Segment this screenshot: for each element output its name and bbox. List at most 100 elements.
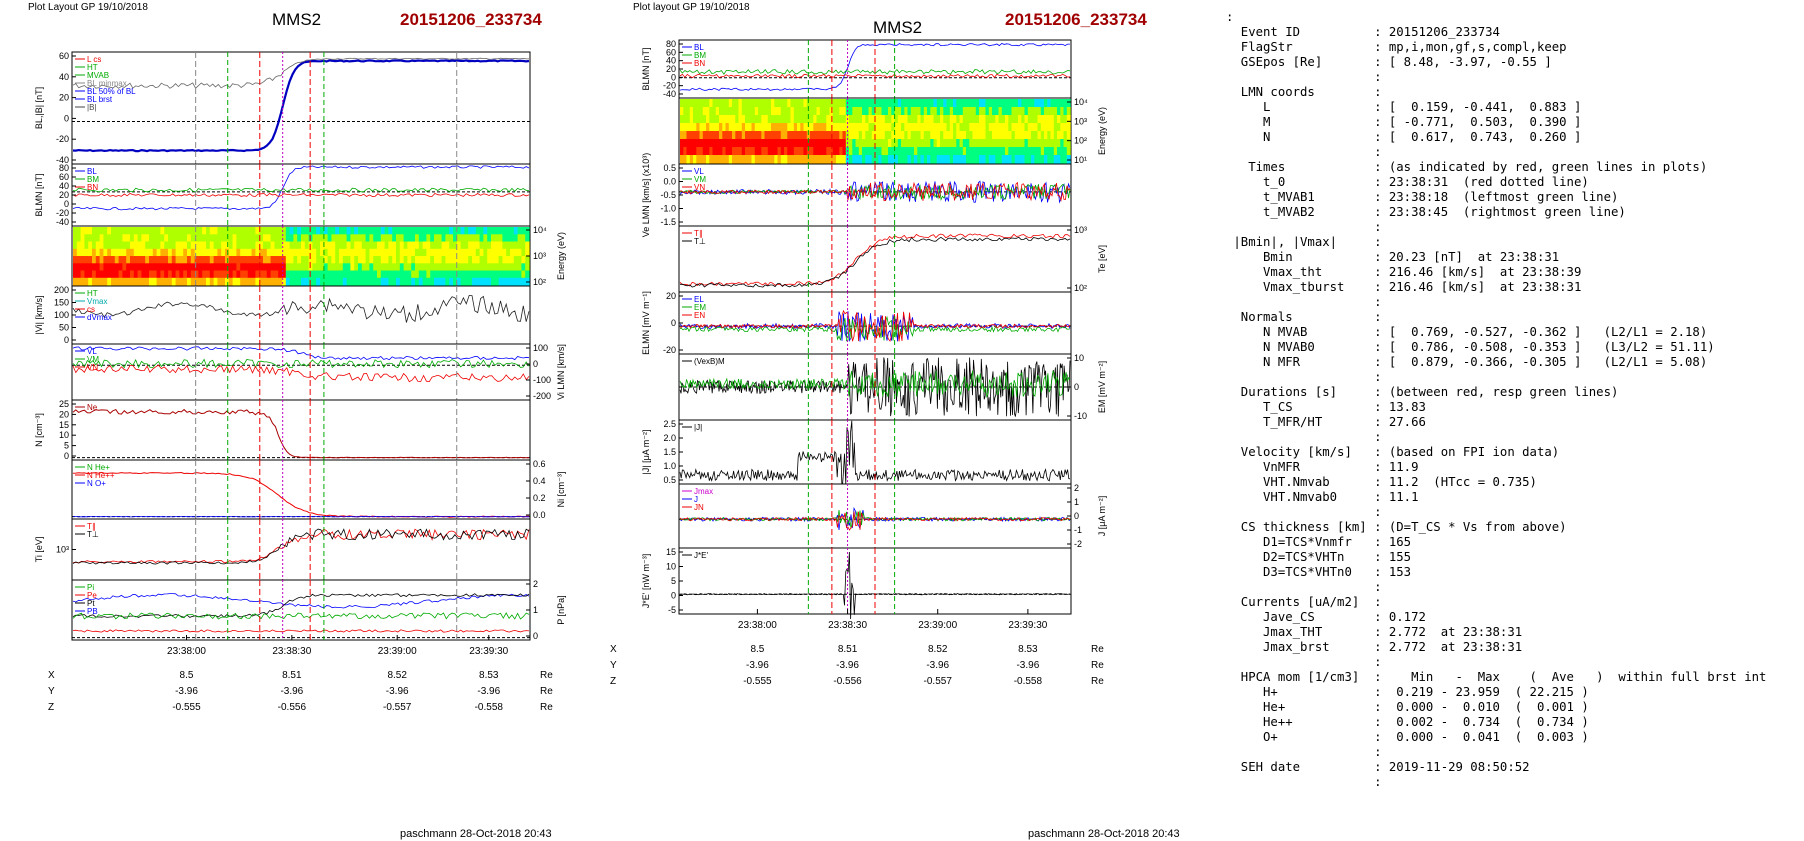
spectrogram-cell bbox=[1027, 147, 1032, 156]
spectrogram-cell bbox=[270, 241, 275, 250]
spectrogram-cell bbox=[365, 248, 370, 257]
spectrogram-cell bbox=[1037, 123, 1042, 132]
spectrogram-cell bbox=[689, 147, 694, 156]
spectrogram-cell bbox=[1060, 107, 1065, 116]
spectrogram-cell bbox=[190, 270, 196, 279]
spectrogram-cell bbox=[221, 241, 226, 250]
spectrogram-cell bbox=[217, 227, 222, 235]
spectrogram-cell bbox=[693, 115, 697, 124]
spectrogram-cell bbox=[972, 131, 977, 140]
y-tick-label: 15 bbox=[59, 420, 69, 430]
spectrogram-cell bbox=[141, 277, 146, 286]
spectrogram-cell bbox=[910, 139, 915, 148]
series-line bbox=[72, 612, 530, 620]
spectrogram-cell bbox=[998, 139, 1003, 148]
spectrogram-cell bbox=[803, 99, 808, 108]
spectrogram-cell bbox=[510, 227, 515, 235]
spectrogram-cell bbox=[992, 131, 996, 140]
spectrogram-cell bbox=[92, 256, 97, 264]
spectrogram-cell bbox=[897, 107, 902, 116]
spectrogram-cell bbox=[979, 123, 983, 132]
spectrogram-cell bbox=[247, 277, 253, 286]
spectrogram-cell bbox=[1050, 147, 1055, 156]
spectrogram-cell bbox=[198, 248, 203, 257]
ephemeris-value: -3.96 bbox=[477, 686, 500, 697]
spectrogram-cell bbox=[76, 256, 82, 264]
spectrogram-cell bbox=[806, 123, 811, 132]
spectrogram-cell bbox=[107, 277, 112, 286]
spectrogram-cell bbox=[816, 147, 821, 156]
spectrogram-cell bbox=[377, 277, 382, 286]
spectrogram-cell bbox=[832, 147, 837, 156]
spectrogram-cell bbox=[797, 139, 801, 148]
spectrogram-cell bbox=[392, 263, 397, 272]
spectrogram-cell bbox=[510, 241, 515, 250]
spectrogram-cell bbox=[969, 115, 974, 124]
y-tick-label: -200 bbox=[533, 391, 551, 401]
spectrogram-cell bbox=[728, 115, 733, 124]
y-tick-label: -20 bbox=[663, 345, 676, 355]
spectrogram-cell bbox=[920, 107, 925, 116]
spectrogram-cell bbox=[722, 155, 727, 164]
spectrogram-cell bbox=[369, 256, 374, 264]
spectrogram-cell bbox=[392, 234, 397, 243]
spectrogram-cell bbox=[213, 248, 218, 257]
spectrogram-cell bbox=[133, 248, 139, 257]
spectrogram-cell bbox=[456, 256, 462, 264]
spectrogram-cell bbox=[962, 155, 967, 164]
spectrogram-cell bbox=[1008, 123, 1013, 132]
spectrogram-cell bbox=[513, 263, 519, 272]
y-tick-label: 10 bbox=[666, 562, 676, 572]
y-tick-label: 1.0 bbox=[663, 461, 676, 471]
spectrogram-cell bbox=[301, 270, 306, 279]
spectrogram-cell bbox=[301, 248, 306, 257]
spectrogram-cell bbox=[354, 227, 359, 235]
spectrogram-cell bbox=[936, 115, 941, 124]
spectrogram-cell bbox=[479, 234, 484, 243]
spectrogram-cell bbox=[190, 241, 196, 250]
spectrogram-cell bbox=[80, 234, 85, 243]
spectrogram-cell bbox=[1037, 139, 1042, 148]
ephemeris-name: Z bbox=[610, 676, 616, 687]
spectrogram-cell bbox=[339, 263, 344, 272]
spectrogram-cell bbox=[285, 256, 291, 264]
spectrogram-cell bbox=[464, 227, 469, 235]
spectrogram-cell bbox=[875, 107, 879, 116]
spectrogram-cell bbox=[819, 107, 824, 116]
spectrogram-cell bbox=[982, 147, 987, 156]
spectrogram-cell bbox=[686, 99, 691, 108]
spectrogram-cell bbox=[1018, 107, 1022, 116]
spectrogram-cell bbox=[411, 241, 416, 250]
spectrogram-cell bbox=[1001, 131, 1006, 140]
spectrogram-cell bbox=[209, 227, 215, 235]
info-line: t_0 : 23:38:31 (red dotted line) bbox=[1226, 175, 1589, 189]
spectrogram-cell bbox=[297, 248, 302, 257]
spectrogram-cell bbox=[255, 227, 260, 235]
spectrogram-cell bbox=[164, 241, 169, 250]
spectrogram-cell bbox=[969, 99, 974, 108]
spectrogram-cell bbox=[699, 123, 704, 132]
info-line: D3=TCS*VHTn0 : 153 bbox=[1226, 565, 1412, 579]
spectrogram-cell bbox=[1044, 115, 1048, 124]
spectrogram-cell bbox=[836, 99, 840, 108]
spectrogram-cell bbox=[1063, 123, 1068, 132]
spectrogram-cell bbox=[988, 99, 993, 108]
legend-label: Ne bbox=[87, 403, 98, 412]
y-tick-label: -40 bbox=[663, 89, 676, 99]
spectrogram-cell bbox=[819, 155, 824, 164]
spectrogram-cell bbox=[972, 147, 977, 156]
spectrogram-cell bbox=[790, 155, 795, 164]
spectrogram-cell bbox=[430, 227, 435, 235]
info-line: O+ : 0.000 - 0.041 ( 0.003 ) bbox=[1226, 730, 1589, 744]
spectrogram-cell bbox=[156, 227, 161, 235]
spectrogram-cell bbox=[920, 131, 925, 140]
spectrogram-cell bbox=[793, 115, 798, 124]
spectrogram-cell bbox=[84, 241, 89, 250]
spectrogram-cell bbox=[1014, 147, 1019, 156]
spectrogram-cell bbox=[764, 107, 769, 116]
spectrogram-cell bbox=[1047, 147, 1052, 156]
spectrogram-cell bbox=[99, 241, 104, 250]
spectrogram-cell bbox=[392, 248, 397, 257]
info-line: : bbox=[1226, 295, 1382, 309]
spectrogram-cell bbox=[712, 115, 717, 124]
